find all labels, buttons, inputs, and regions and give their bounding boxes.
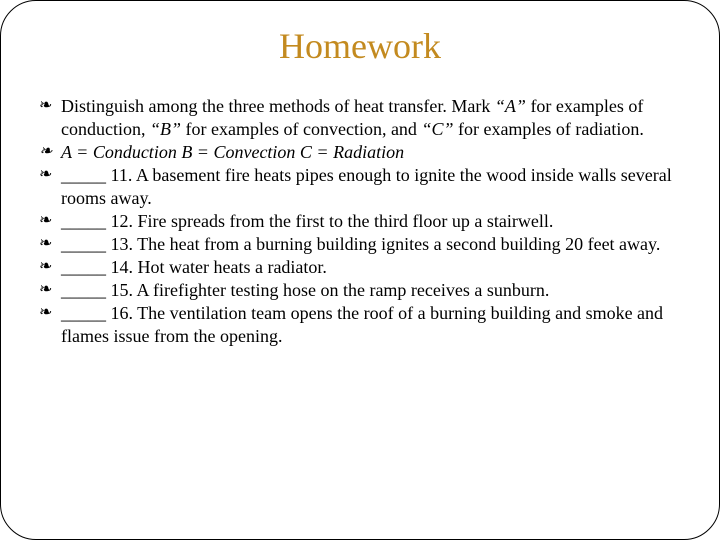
list-item: _____ 14. Hot water heats a radiator. (39, 256, 685, 279)
slide-frame: Homework Distinguish among the three met… (0, 0, 720, 540)
list-item: Distinguish among the three methods of h… (39, 95, 685, 141)
text-italic: “C” (421, 119, 453, 139)
text-italic: “B” (150, 119, 181, 139)
list-item: A = Conduction B = Convection C = Radiat… (39, 141, 685, 164)
list-item: _____ 15. A firefighter testing hose on … (39, 279, 685, 302)
list-item: _____ 16. The ventilation team opens the… (39, 302, 685, 348)
slide-content: Distinguish among the three methods of h… (29, 95, 691, 348)
list-item: _____ 11. A basement fire heats pipes en… (39, 164, 685, 210)
slide-title: Homework (29, 25, 691, 67)
list-item: _____ 13. The heat from a burning buildi… (39, 233, 685, 256)
text-fragment: for examples of convection, and (181, 119, 421, 139)
list-item: _____ 12. Fire spreads from the first to… (39, 210, 685, 233)
text-italic: “A” (495, 96, 526, 116)
text-fragment: for examples of radiation. (453, 119, 643, 139)
text-fragment: Distinguish among the three methods of h… (61, 96, 495, 116)
